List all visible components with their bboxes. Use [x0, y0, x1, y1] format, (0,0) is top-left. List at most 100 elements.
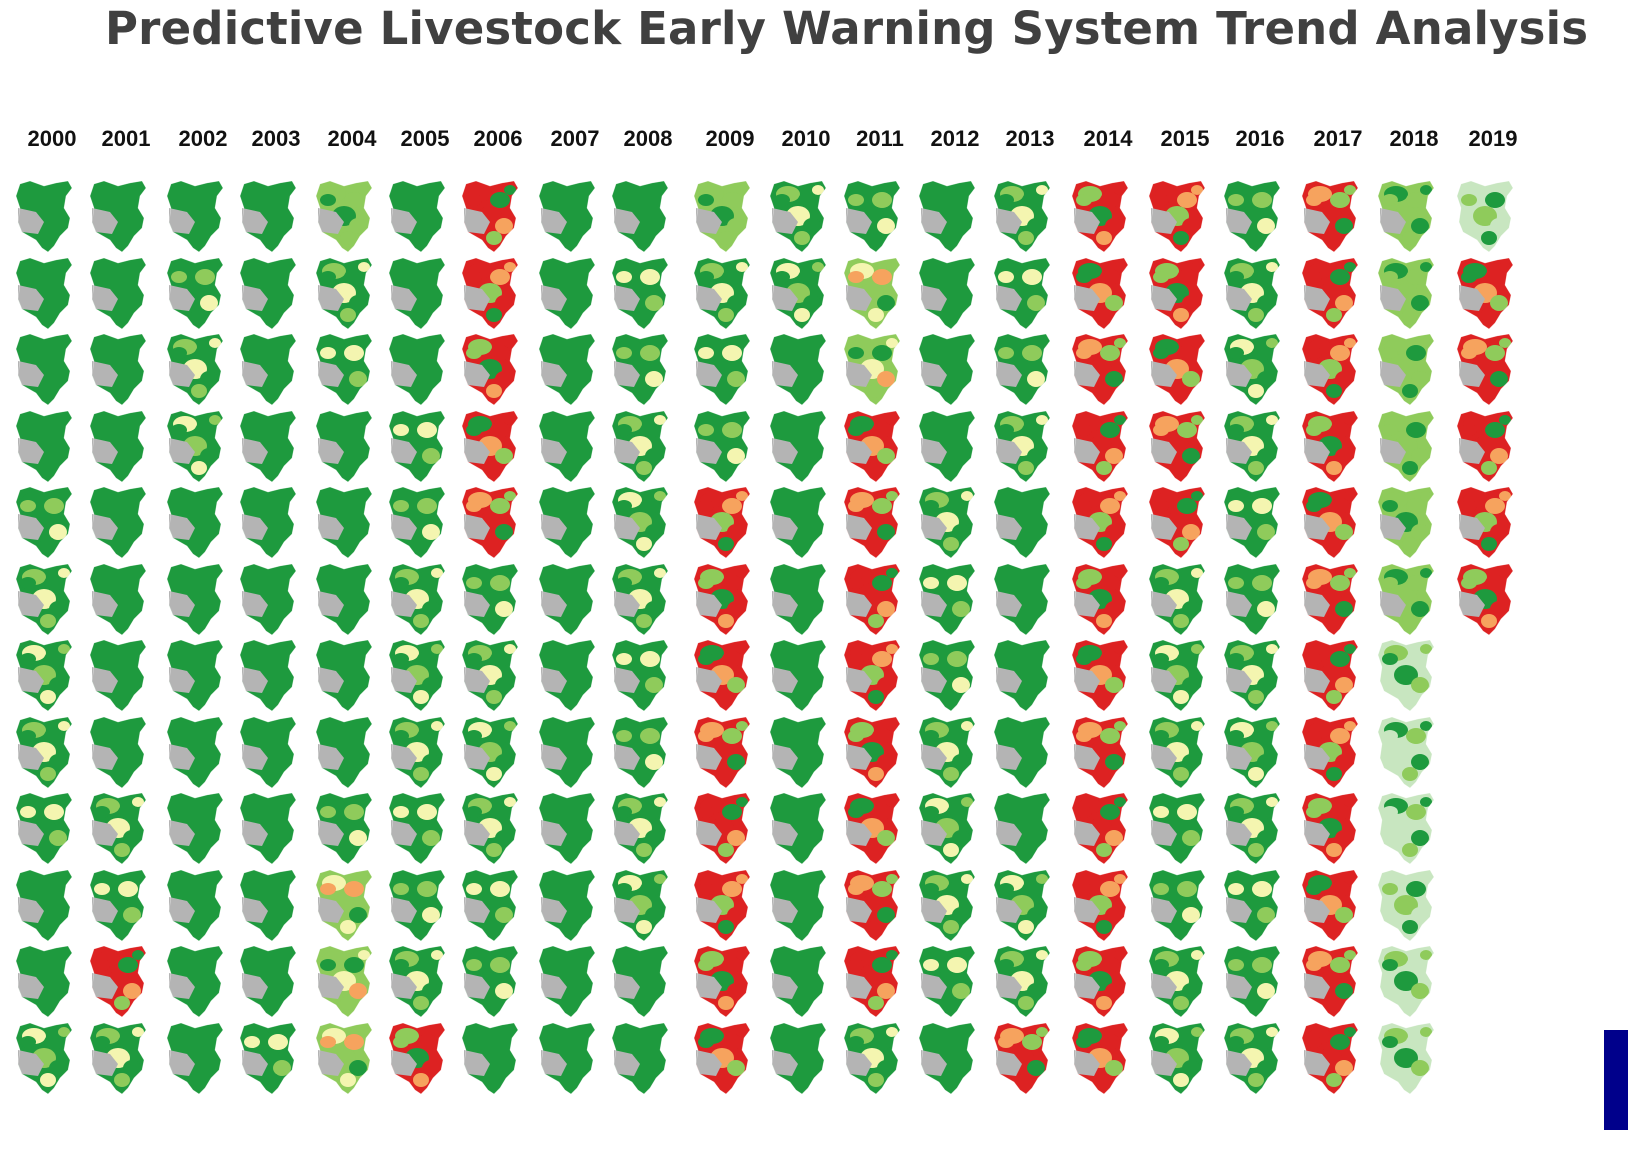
no-data-region: [846, 437, 872, 464]
country-shape: [994, 563, 1050, 635]
district-patch: [1411, 371, 1429, 387]
kenya-map-2004-9: [314, 790, 378, 866]
district-patch: [393, 806, 409, 818]
district-patch: [1177, 957, 1197, 973]
year-label-2010: 2010: [781, 126, 831, 151]
no-data-region: [541, 437, 567, 464]
district-patch: [1182, 753, 1200, 770]
kenya-map-2003-6: [238, 561, 302, 637]
country-shape: [90, 334, 146, 405]
district-patch: [358, 950, 370, 960]
district-patch: [393, 1035, 409, 1048]
no-data-region: [772, 973, 798, 999]
district-patch: [1076, 270, 1092, 283]
no-data-region: [18, 973, 44, 999]
district-patch: [961, 720, 973, 731]
kenya-map-2001-11: [88, 943, 152, 1019]
country-shape: [240, 410, 296, 482]
kenya-map-2017-2: [1300, 255, 1364, 331]
district-patch: [1191, 1026, 1203, 1037]
district-patch: [868, 613, 884, 628]
district-patch: [698, 500, 714, 512]
no-data-region: [846, 743, 872, 770]
no-data-region: [996, 284, 1022, 311]
no-data-region: [391, 820, 417, 846]
district-patch: [1177, 804, 1197, 820]
country-shape: [539, 946, 595, 1017]
district-patch: [947, 498, 967, 514]
district-patch: [58, 567, 70, 578]
no-data-region: [696, 514, 722, 540]
district-patch: [886, 1026, 898, 1037]
no-data-region: [846, 973, 872, 999]
district-patch: [1096, 766, 1112, 781]
district-patch: [1228, 653, 1244, 665]
district-patch: [49, 600, 67, 617]
kenya-map-2019-4: [1455, 408, 1519, 484]
kenya-map-2005-9: [387, 790, 451, 866]
district-patch: [1100, 651, 1120, 667]
district-patch: [1394, 1047, 1418, 1068]
district-patch: [1344, 261, 1356, 272]
district-patch: [1177, 727, 1197, 744]
district-patch: [44, 651, 64, 667]
district-patch: [1182, 524, 1200, 540]
no-data-region: [541, 361, 567, 387]
district-patch: [118, 957, 138, 973]
kenya-map-2015-12: [1147, 1020, 1211, 1096]
district-patch: [654, 338, 666, 348]
country-shape: [16, 869, 72, 941]
district-patch: [1252, 957, 1272, 973]
district-patch: [20, 729, 36, 742]
district-patch: [191, 307, 207, 322]
district-patch: [1018, 1072, 1034, 1087]
district-patch: [20, 653, 36, 665]
district-patch: [486, 996, 502, 1010]
kenya-map-2011-3: [842, 331, 906, 407]
district-patch: [490, 804, 510, 820]
district-patch: [1306, 806, 1322, 818]
district-patch: [349, 906, 367, 923]
district-patch: [1420, 950, 1432, 960]
district-patch: [344, 345, 364, 361]
district-patch: [1266, 873, 1278, 884]
district-patch: [868, 537, 884, 551]
district-patch: [947, 880, 967, 897]
district-patch: [1330, 574, 1350, 591]
no-data-region: [1459, 284, 1485, 311]
kenya-map-2006-7: [460, 637, 524, 713]
district-patch: [1177, 574, 1197, 591]
kenya-map-2016-6: [1222, 561, 1286, 637]
district-patch: [998, 882, 1014, 895]
district-patch: [1420, 261, 1432, 272]
district-patch: [200, 371, 218, 387]
district-patch: [1096, 843, 1112, 857]
district-patch: [1096, 1072, 1112, 1087]
kenya-map-2010-3: [768, 331, 832, 407]
district-patch: [722, 574, 742, 591]
district-patch: [132, 1026, 144, 1037]
no-data-region: [18, 590, 44, 617]
kenya-map-2009-7: [692, 637, 756, 713]
kenya-map-2000-3: [14, 331, 78, 407]
district-patch: [616, 729, 632, 742]
no-data-region: [996, 361, 1022, 387]
kenya-map-2003-11: [238, 943, 302, 1019]
kenya-map-2000-6: [14, 561, 78, 637]
district-patch: [1344, 567, 1356, 578]
no-data-region: [846, 208, 872, 234]
country-shape: [167, 793, 223, 864]
no-data-region: [92, 667, 118, 693]
district-patch: [645, 294, 663, 311]
district-patch: [640, 804, 660, 820]
no-data-region: [1380, 361, 1406, 387]
kenya-map-2013-4: [992, 408, 1056, 484]
district-patch: [654, 644, 666, 654]
kenya-map-2005-2: [387, 255, 451, 331]
district-patch: [209, 338, 221, 348]
district-patch: [886, 950, 898, 960]
country-shape: [316, 640, 372, 711]
district-patch: [466, 500, 482, 512]
district-patch: [1406, 421, 1426, 438]
kenya-map-2017-1: [1300, 178, 1364, 254]
